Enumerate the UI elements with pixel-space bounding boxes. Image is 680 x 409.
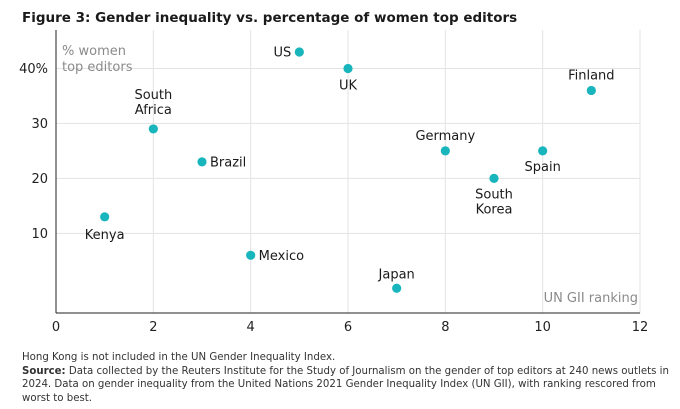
data-point [148, 124, 158, 134]
point-label: Africa [135, 103, 172, 118]
chart-title: Figure 3: Gender inequality vs. percenta… [22, 10, 518, 26]
point-label: Mexico [259, 249, 304, 264]
axes [55, 30, 640, 314]
point-label: Spain [525, 160, 561, 175]
data-point [440, 146, 450, 156]
source-text: Data collected by the Reuters Institute … [22, 365, 669, 404]
data-point [489, 173, 499, 183]
data-point [343, 63, 353, 74]
point-label: Kenya [85, 228, 125, 243]
point-label: US [274, 45, 292, 60]
point-label: UK [339, 78, 358, 93]
data-point [538, 146, 548, 156]
x-tick-label: 0 [52, 320, 60, 335]
x-tick-label: 12 [632, 320, 649, 335]
x-axis-title: UN GII ranking [544, 291, 638, 306]
x-tick-label: 4 [247, 320, 255, 335]
point-labels: KenyaSouthAfricaBrazilMexicoUSUKJapanGer… [85, 45, 615, 282]
chart-notes: Hong Kong is not included in the UN Gend… [22, 351, 672, 405]
data-point [197, 157, 207, 167]
point-label: Germany [415, 129, 475, 144]
data-point [586, 85, 596, 96]
data-point [294, 47, 304, 57]
x-tick-label: 8 [441, 320, 449, 335]
y-tick-label: 10 [31, 227, 48, 242]
data-point [100, 212, 110, 222]
point-label: Finland [568, 68, 614, 83]
x-tick-label: 6 [344, 320, 352, 335]
y-axis-title: % women [62, 44, 126, 59]
tick-labels: 0 2 4 6 8 10 12 10 20 30 40% [19, 62, 648, 335]
source-note: Source: Data collected by the Reuters In… [22, 365, 672, 406]
point-label: Korea [476, 202, 513, 217]
data-points [100, 47, 596, 293]
point-label: South [134, 88, 172, 103]
y-tick-label: 20 [31, 172, 48, 187]
point-label: South [475, 187, 513, 202]
x-tick-label: 2 [149, 320, 157, 335]
source-label: Source: [22, 365, 66, 377]
y-axis-title: top editors [62, 60, 133, 75]
footnote: Hong Kong is not included in the UN Gend… [22, 352, 336, 363]
point-label: Japan [378, 267, 415, 282]
data-point [392, 283, 402, 293]
y-tick-label: 30 [31, 117, 48, 132]
data-point [246, 250, 256, 260]
x-tick-label: 10 [534, 320, 551, 335]
point-label: Brazil [210, 155, 246, 170]
y-tick-label: 40% [19, 62, 48, 77]
